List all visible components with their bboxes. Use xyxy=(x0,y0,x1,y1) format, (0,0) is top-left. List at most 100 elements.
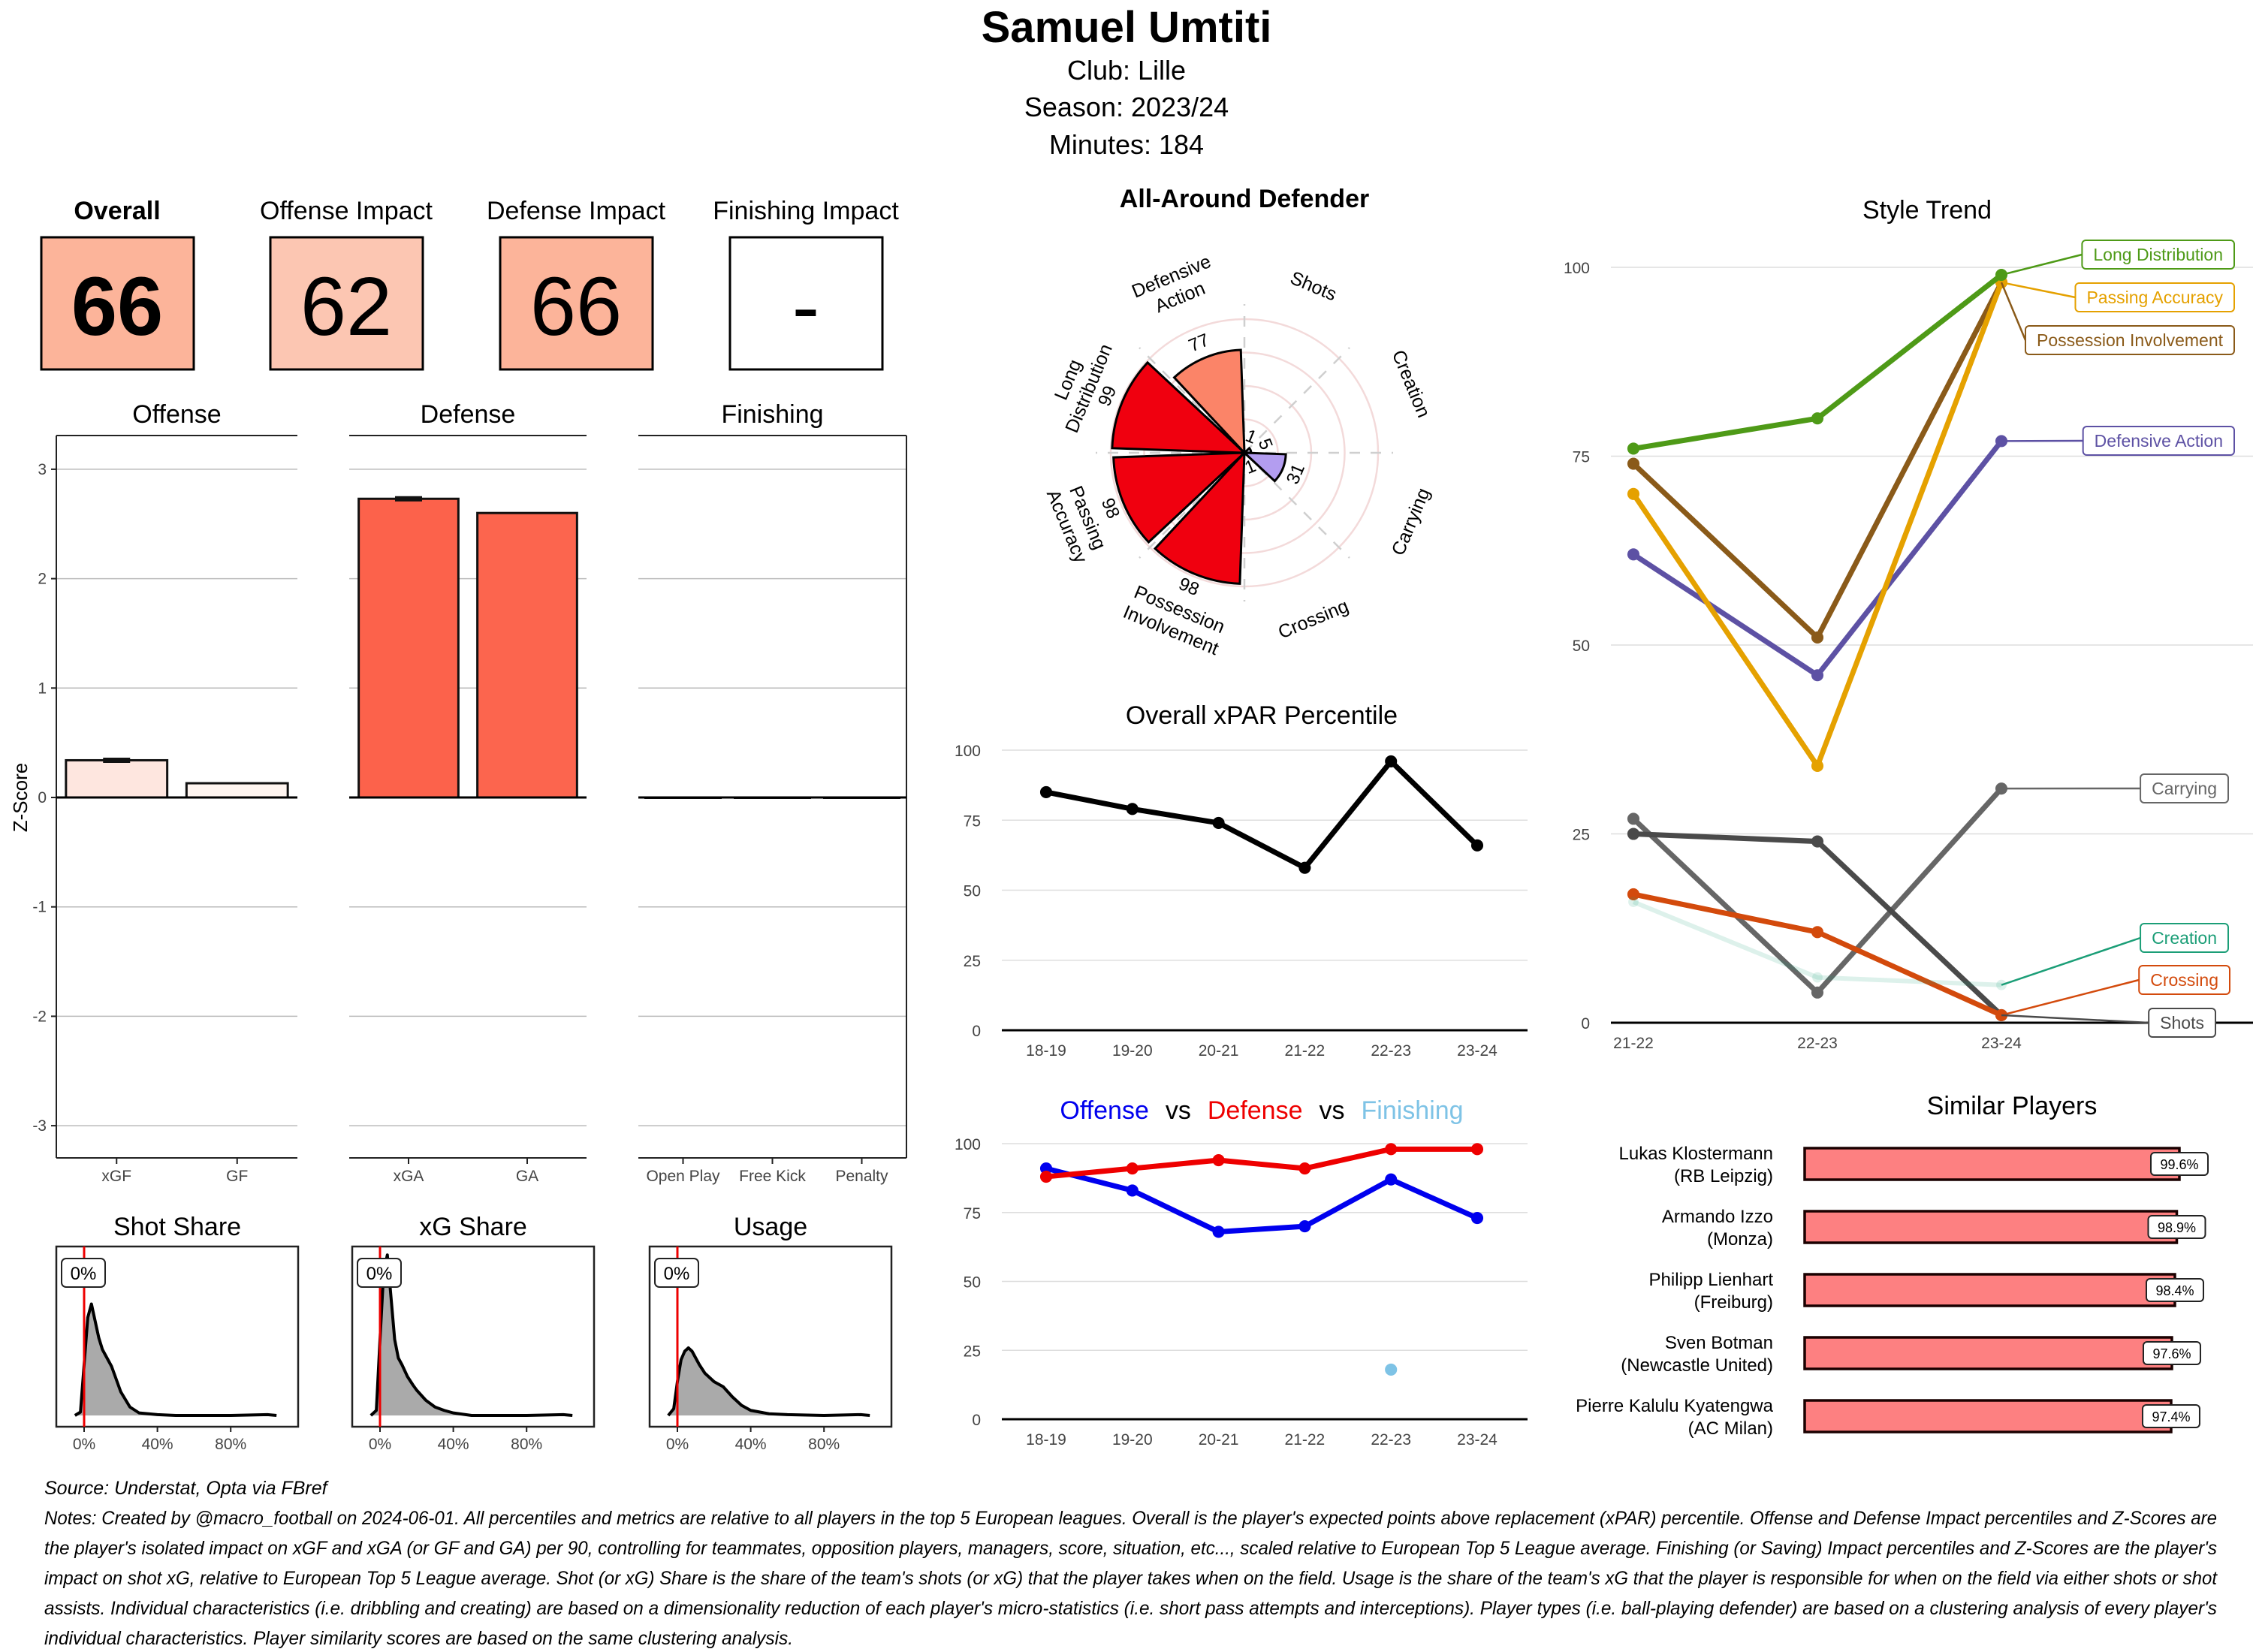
style-long-distribution-point xyxy=(1811,412,1824,425)
ovd-title-part: Offense xyxy=(1060,1096,1148,1125)
score-value: 66 xyxy=(530,261,622,353)
polar-bar xyxy=(1111,360,1247,454)
ovd-defense-point xyxy=(1298,1162,1311,1175)
style-defensive-action-point xyxy=(1627,548,1640,561)
y-tick-label: 3 xyxy=(38,461,47,478)
ovd-offense-point xyxy=(1039,1162,1053,1175)
ovd-defense-point xyxy=(1470,1143,1484,1156)
x-tick-label: 23-24 xyxy=(1457,1042,1497,1060)
club-line: Club: Lille xyxy=(1067,55,1186,86)
z-score-bar xyxy=(476,511,578,799)
similarity-label-box xyxy=(2149,1152,2209,1176)
y-tick-label: 25 xyxy=(964,953,981,970)
density-curve xyxy=(74,1302,277,1417)
style-trend-title: Style Trend xyxy=(1862,196,1992,225)
score-cards: Overall 66 Offense Impact 62 Defense Impact 6… xyxy=(40,197,899,371)
similar-player-club: (Newcastle United) xyxy=(1621,1355,1773,1376)
style-label-leader-line xyxy=(2001,253,2083,276)
y-tick-label: 25 xyxy=(964,1343,981,1360)
y-tick-label: 75 xyxy=(964,812,981,830)
style-series-label: Shots xyxy=(2160,1013,2204,1032)
ovd-defense-point xyxy=(1126,1162,1139,1175)
polar-spoke xyxy=(1244,347,1350,454)
xpar-title: Overall xPAR Percentile xyxy=(1126,701,1398,730)
x-tick-label: 40% xyxy=(735,1436,767,1453)
x-tick-label: 40% xyxy=(142,1436,173,1453)
style-series-label: Possession Involvement xyxy=(2037,330,2224,350)
polar-category-label-line: Creation xyxy=(1388,347,1434,421)
style-shots-point xyxy=(1811,835,1824,848)
ovd-title-part: Defense xyxy=(1208,1096,1303,1125)
y-axis-label: Z-Score xyxy=(9,763,32,832)
y-tick-label: 0 xyxy=(972,1023,981,1040)
style-creation-line xyxy=(1632,900,2002,987)
density-title: Usage xyxy=(734,1213,807,1241)
density-curve xyxy=(667,1346,870,1417)
share-density-charts: Shot Share 0% 0% 40% 80% xG Share 0% 0% 40% 80% Us… xyxy=(55,1213,893,1453)
style-long-distribution-point xyxy=(1627,442,1640,455)
ovd-finishing-point xyxy=(1385,1363,1398,1376)
similar-player-name: Armando Izzo xyxy=(1662,1207,1773,1227)
style-label-leader-line xyxy=(2001,978,2140,1017)
player-type-polar-chart: All-Around Defender1Shots5Creation31Carr… xyxy=(1042,185,1434,659)
season-line: Season: 2023/24 xyxy=(1024,92,1229,122)
zscore-chart: Z-Score Offense xGF GF Defense xGA GA Finishing… xyxy=(9,400,907,1185)
footer: Source: Understat, Opta via FBref Notes:… xyxy=(44,1478,2218,1649)
polar-category-label: PossessionInvolvement xyxy=(1120,580,1230,659)
x-tick-label: 22-23 xyxy=(1371,1431,1411,1449)
x-tick-label: 23-24 xyxy=(1457,1431,1497,1449)
z-score-bar xyxy=(357,497,460,799)
ovd-defense-point xyxy=(1212,1153,1225,1167)
style-creation-point xyxy=(1628,897,1639,907)
polar-ring xyxy=(1210,418,1279,487)
ovd-offense-point xyxy=(1470,1212,1484,1225)
ovd-defense-point xyxy=(1039,1170,1053,1183)
y-tick-label: 100 xyxy=(955,1136,981,1153)
style-passing-accuracy-point xyxy=(1811,759,1824,773)
ovd-offense-point xyxy=(1126,1184,1139,1197)
y-tick-label: 100 xyxy=(955,743,981,760)
similarity-bar xyxy=(1803,1399,2173,1433)
notes-line: impact on shot xG, relative to European … xyxy=(44,1568,2218,1589)
density-title: xG Share xyxy=(419,1213,527,1241)
polar-bar xyxy=(1112,451,1247,544)
ovd-title-part: vs xyxy=(1166,1096,1191,1125)
ovd-defense-line xyxy=(1045,1146,1477,1180)
style-series-label: Long Distribution xyxy=(2093,245,2223,264)
density-title: Shot Share xyxy=(113,1213,241,1241)
style-carrying-point xyxy=(1627,812,1640,825)
similarity-label-box xyxy=(2142,1341,2201,1365)
x-tick-label: 21-22 xyxy=(1613,1035,1654,1052)
player-value-label-box xyxy=(61,1258,106,1288)
score-value: - xyxy=(792,261,820,353)
style-passing-accuracy-point xyxy=(1627,487,1640,500)
notes-line: Notes: Created by @macro_football on 202… xyxy=(44,1508,2217,1529)
similar-player-name: Pierre Kalulu Kyatengwa xyxy=(1576,1396,1773,1416)
similarity-bar xyxy=(1803,1210,2179,1244)
xpar-point xyxy=(1298,861,1311,874)
polar-bar xyxy=(1241,451,1287,483)
player-value-label-box xyxy=(357,1258,402,1288)
player-value-label: 0% xyxy=(366,1264,393,1284)
polar-category-label: PassingAccuracy xyxy=(1042,478,1112,567)
similarity-label: 98.9% xyxy=(2158,1220,2196,1235)
y-tick-label: 50 xyxy=(964,1274,981,1292)
xpar-point xyxy=(1126,803,1139,815)
panel-title: Finishing xyxy=(721,400,823,429)
score-value: 66 xyxy=(71,261,163,353)
player-value-label: 0% xyxy=(71,1264,97,1284)
similar-players-chart: Similar Players Lukas Klostermann(RB Leip… xyxy=(1576,1092,2209,1439)
xpar-point xyxy=(1039,785,1053,798)
x-tick-label: 22-23 xyxy=(1797,1035,1838,1052)
x-tick-label: 22-23 xyxy=(1371,1042,1411,1060)
x-tick-label: 40% xyxy=(438,1436,469,1453)
ovd-title-part: vs xyxy=(1320,1096,1345,1125)
ovd-offense-point xyxy=(1298,1220,1311,1233)
y-tick-label: 1 xyxy=(38,680,47,697)
x-tick-label: 19-20 xyxy=(1112,1042,1153,1060)
similarity-label: 98.4% xyxy=(2155,1283,2194,1298)
x-tick-label: xGA xyxy=(394,1168,424,1185)
x-tick-label: 20-21 xyxy=(1199,1431,1239,1449)
similarity-bar xyxy=(1803,1336,2173,1370)
